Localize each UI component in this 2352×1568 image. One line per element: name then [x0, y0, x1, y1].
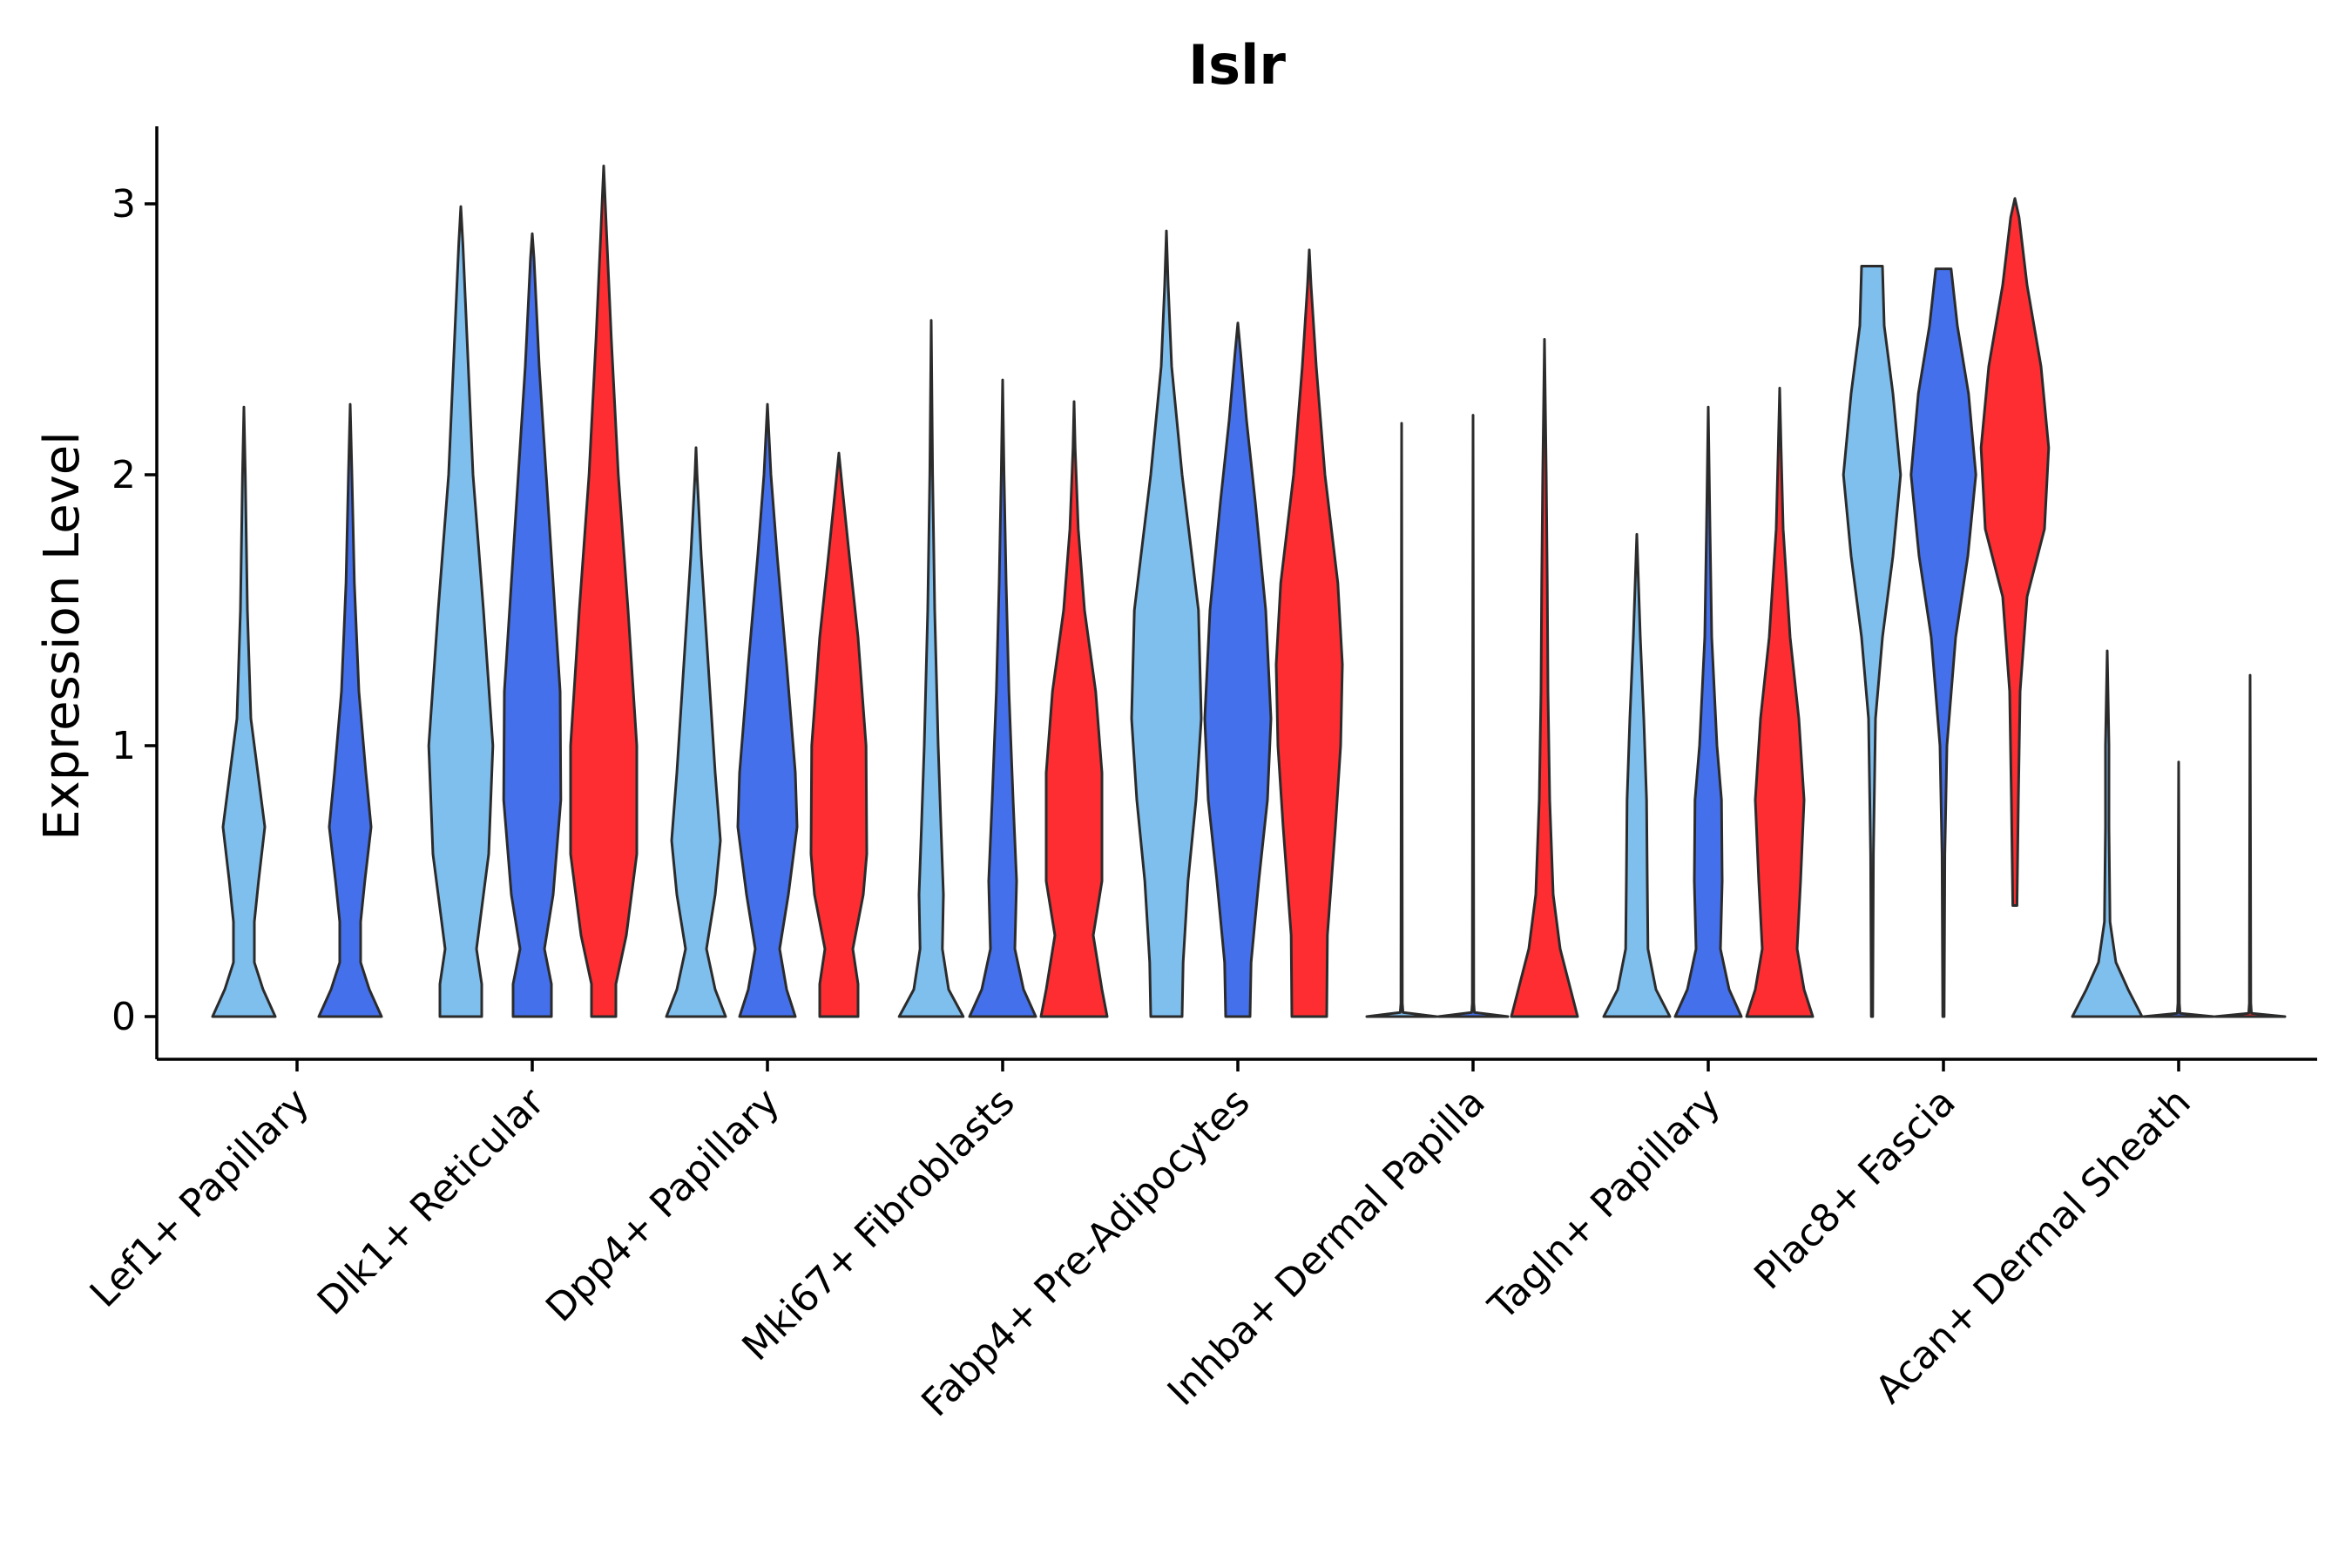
violin-plac8-fascia-group3: [1979, 197, 2051, 907]
x-tick-label: Dlk1+ Reticular: [309, 1079, 554, 1324]
chart-title: Islr: [1188, 33, 1286, 97]
y-ticks: 0 1 2 3: [112, 182, 157, 1039]
y-tick-label: 1: [112, 724, 136, 768]
violin-acan-dermal-sheath-group2: [2142, 760, 2215, 1018]
y-tick-label: 3: [112, 182, 136, 226]
violin-inhba-dermal-papilla-group3: [1510, 338, 1579, 1018]
violin-mki67-fibroblasts-group1: [897, 319, 965, 1018]
violin-fabp4-pre-adipocytes-group1: [1130, 229, 1203, 1018]
x-tick-label: Lef1+ Papillary: [82, 1080, 318, 1316]
violin-dlk1-reticular-group1: [427, 205, 495, 1018]
x-tick-label: Tagln+ Papillary: [1480, 1080, 1729, 1329]
violin-tagln-papillary-group1: [1602, 532, 1672, 1018]
y-tick-label: 2: [112, 453, 136, 497]
violin-dpp4-papillary-group3: [809, 451, 868, 1018]
violin-acan-dermal-sheath-group3: [2213, 673, 2287, 1018]
x-tick-label: Dpp4+ Papillary: [537, 1080, 788, 1331]
violins-layer: [211, 165, 2287, 1018]
violin-mki67-fibroblasts-group3: [1039, 400, 1109, 1018]
x-tick-label: Plac8+ Fascia: [1746, 1080, 1964, 1299]
violin-dlk1-reticular-group3: [569, 165, 639, 1018]
y-axis-label: Expression Level: [34, 431, 91, 841]
violin-lef1-papillary-group1: [211, 405, 277, 1018]
violin-fabp4-pre-adipocytes-group3: [1274, 248, 1344, 1018]
violin-acan-dermal-sheath-group1: [2071, 649, 2144, 1018]
violin-inhba-dermal-papilla-group2: [1436, 414, 1510, 1018]
violin-fabp4-pre-adipocytes-group2: [1203, 321, 1273, 1018]
violin-tagln-papillary-group2: [1673, 405, 1743, 1018]
violin-plac8-fascia-group1: [1842, 265, 1903, 1018]
violin-dpp4-papillary-group1: [665, 446, 727, 1018]
violin-inhba-dermal-papilla-group1: [1365, 422, 1438, 1018]
violin-lef1-papillary-group2: [317, 402, 383, 1018]
y-tick-label: 0: [112, 995, 136, 1039]
violin-dpp4-papillary-group2: [736, 402, 799, 1018]
violin-plac8-fascia-group2: [1909, 267, 1977, 1018]
violin-mki67-fibroblasts-group2: [968, 378, 1037, 1018]
violin-tagln-papillary-group3: [1745, 387, 1815, 1018]
violin-dlk1-reticular-group2: [502, 232, 563, 1018]
